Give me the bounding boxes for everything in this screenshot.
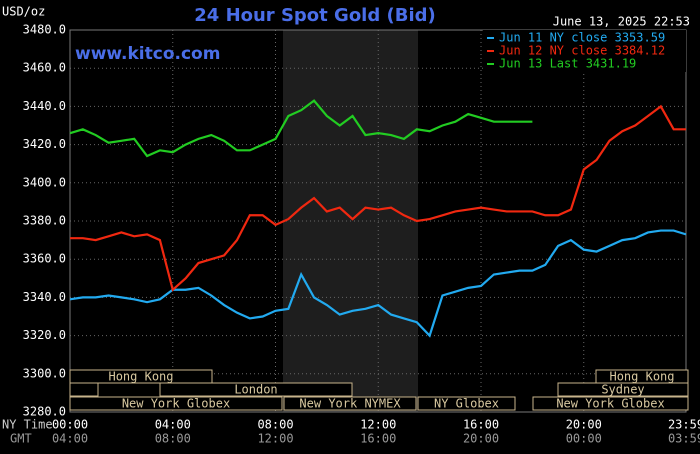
watermark: www.kitco.com bbox=[75, 44, 220, 64]
session-box bbox=[69, 396, 283, 411]
gmt-row-label: GMT bbox=[10, 432, 32, 446]
session-label: Hong Kong bbox=[108, 370, 173, 384]
session-label: Sydney bbox=[601, 383, 644, 397]
y-unit: USD/oz bbox=[2, 5, 45, 19]
session-label: New York Globex bbox=[556, 397, 664, 411]
session-label: Hong Kong bbox=[609, 370, 674, 384]
y-tick-label: 3280.0 bbox=[23, 405, 66, 419]
x-tick-label: 00:00 bbox=[52, 418, 88, 432]
legend-label: Jun 12 NY close 3384.12 bbox=[499, 44, 665, 58]
x-tick-label: 04:00 bbox=[155, 418, 191, 432]
y-tick-label: 3360.0 bbox=[23, 252, 66, 266]
y-tick-label: 3380.0 bbox=[23, 214, 66, 228]
session-box bbox=[532, 396, 689, 411]
legend-box bbox=[483, 30, 686, 72]
session-box bbox=[159, 382, 353, 397]
gmt-tick-label: 00:00 bbox=[566, 432, 602, 446]
legend-label: Jun 13 Last 3431.19 bbox=[499, 57, 636, 71]
y-tick-label: 3340.0 bbox=[23, 290, 66, 304]
timestamp: June 13, 2025 22:53 bbox=[553, 15, 690, 29]
session-box bbox=[69, 382, 99, 397]
y-tick-label: 3400.0 bbox=[23, 175, 66, 189]
x-tick-label: 08:00 bbox=[257, 418, 293, 432]
gmt-tick-label: 08:00 bbox=[155, 432, 191, 446]
y-tick-label: 3460.0 bbox=[23, 61, 66, 75]
series-line bbox=[69, 99, 533, 158]
x-row-label: NY Time bbox=[2, 418, 53, 432]
y-tick-label: 3420.0 bbox=[23, 137, 66, 151]
x-tick-label: 23:59 bbox=[668, 418, 700, 432]
plot-border bbox=[69, 29, 687, 413]
gmt-tick-label: 03:59 bbox=[668, 432, 700, 446]
y-tick-label: 3440.0 bbox=[23, 99, 66, 113]
session-label: New York NYMEX bbox=[299, 397, 401, 411]
session-box bbox=[283, 396, 417, 411]
gmt-tick-label: 16:00 bbox=[360, 432, 396, 446]
y-tick-label: 3300.0 bbox=[23, 366, 66, 380]
session-box bbox=[69, 369, 213, 384]
gmt-tick-label: 12:00 bbox=[257, 432, 293, 446]
chart-title: 24 Hour Spot Gold (Bid) bbox=[194, 5, 435, 26]
session-box bbox=[557, 382, 689, 397]
x-tick-label: 16:00 bbox=[463, 418, 499, 432]
session-label: New York Globex bbox=[122, 397, 230, 411]
series-line bbox=[70, 104, 686, 292]
session-label: NY Globex bbox=[434, 397, 499, 411]
gmt-tick-label: 04:00 bbox=[52, 432, 88, 446]
y-tick-label: 3480.0 bbox=[23, 23, 66, 37]
x-tick-label: 12:00 bbox=[360, 418, 396, 432]
session-label: London bbox=[234, 383, 277, 397]
session-box bbox=[417, 396, 516, 411]
y-tick-label: 3320.0 bbox=[23, 328, 66, 342]
gmt-tick-label: 20:00 bbox=[463, 432, 499, 446]
legend-label: Jun 11 NY close 3353.59 bbox=[499, 31, 665, 45]
x-tick-label: 20:00 bbox=[566, 418, 602, 432]
